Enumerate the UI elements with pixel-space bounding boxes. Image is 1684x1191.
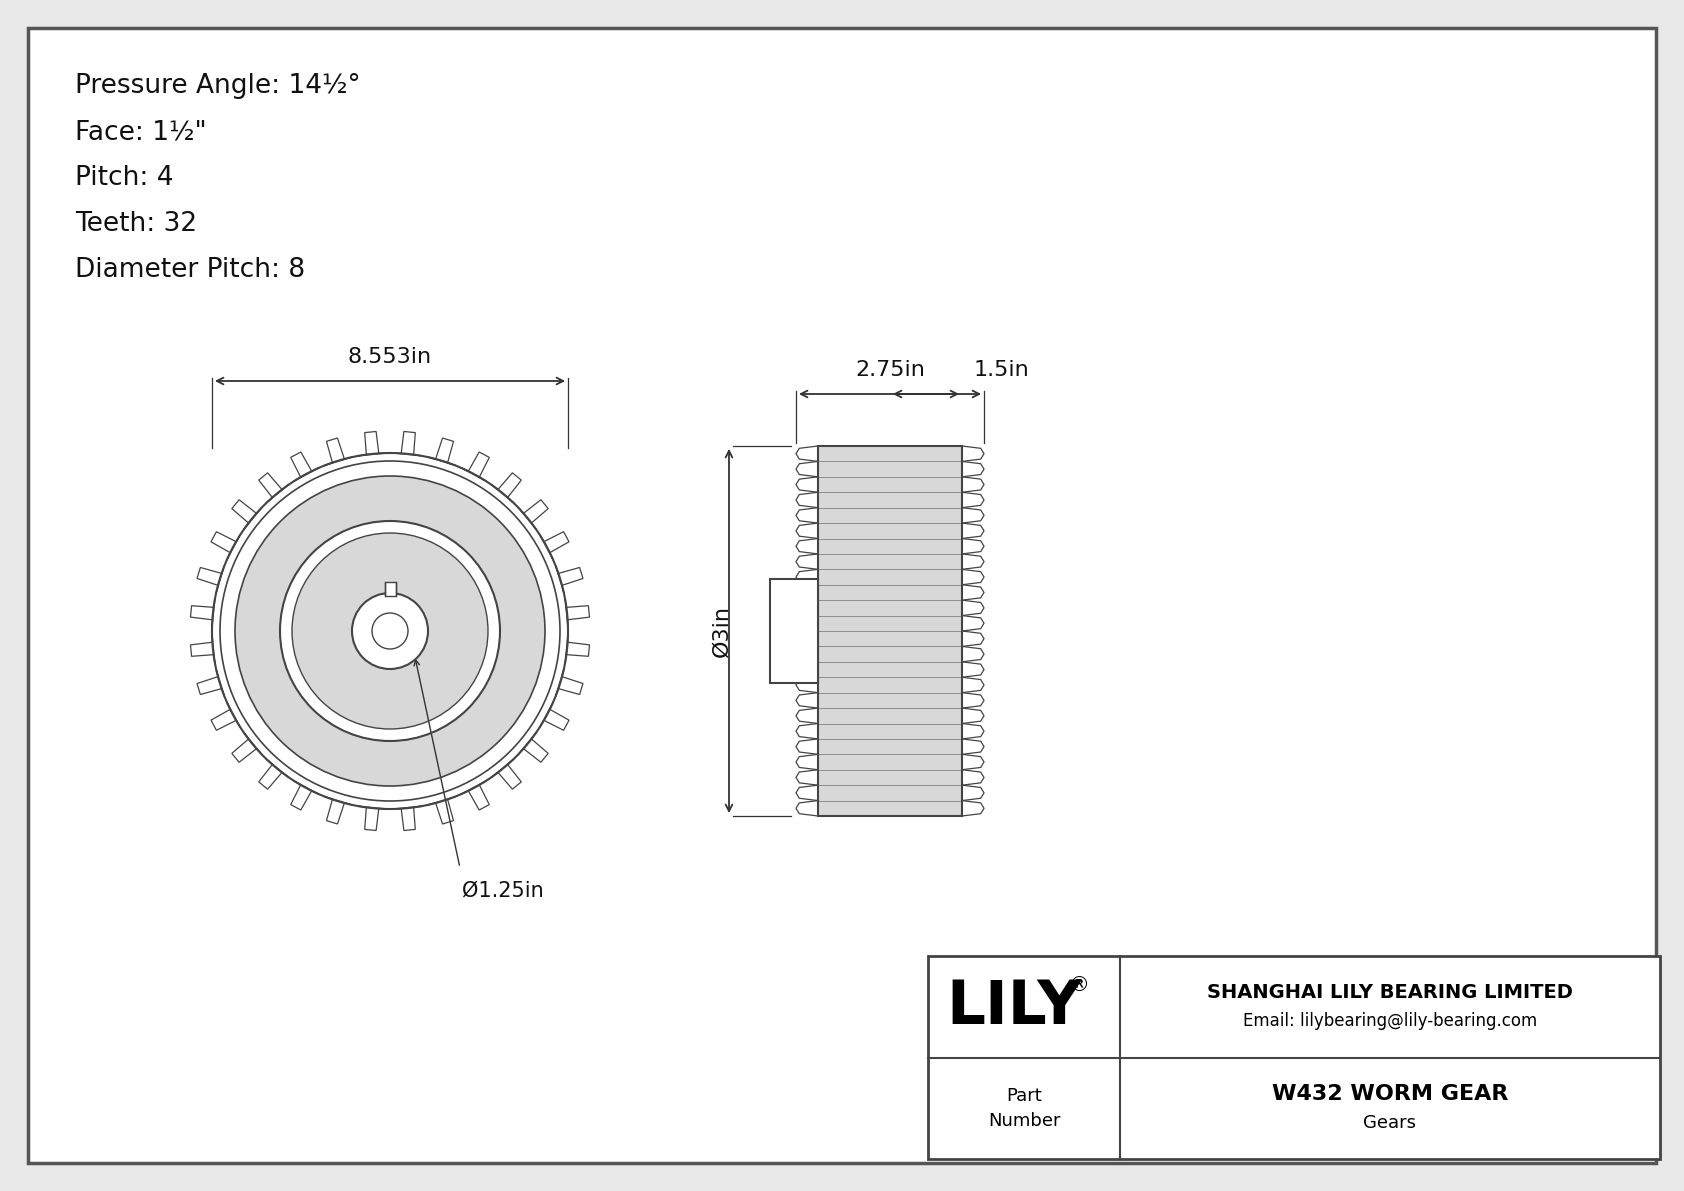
Circle shape xyxy=(352,593,428,669)
Polygon shape xyxy=(461,780,490,810)
Circle shape xyxy=(236,476,546,786)
Text: W432 WORM GEAR: W432 WORM GEAR xyxy=(1271,1085,1509,1104)
Circle shape xyxy=(1199,1002,1212,1016)
Polygon shape xyxy=(428,438,456,466)
Circle shape xyxy=(1278,961,1292,975)
Polygon shape xyxy=(210,531,241,561)
Polygon shape xyxy=(566,634,589,663)
Polygon shape xyxy=(232,732,263,762)
Polygon shape xyxy=(359,431,387,456)
Circle shape xyxy=(1234,973,1248,986)
Circle shape xyxy=(291,534,488,729)
Polygon shape xyxy=(197,566,224,593)
Polygon shape xyxy=(190,634,216,663)
Polygon shape xyxy=(539,701,569,730)
Circle shape xyxy=(1229,1043,1243,1058)
Polygon shape xyxy=(428,797,456,824)
Polygon shape xyxy=(197,668,224,697)
Text: SHANGHAI LILY BEARING LIMITED: SHANGHAI LILY BEARING LIMITED xyxy=(1207,984,1573,1003)
Bar xyxy=(384,582,396,596)
Circle shape xyxy=(1378,967,1391,981)
Text: Email: lilybearing@lily-bearing.com: Email: lilybearing@lily-bearing.com xyxy=(1243,1012,1537,1030)
Polygon shape xyxy=(259,759,290,790)
Circle shape xyxy=(1271,1055,1287,1070)
Text: 8.553in: 8.553in xyxy=(349,347,433,367)
Ellipse shape xyxy=(1233,977,1391,1047)
Text: Pitch: 4: Pitch: 4 xyxy=(76,166,173,191)
Polygon shape xyxy=(291,451,320,481)
Circle shape xyxy=(1329,960,1344,973)
Ellipse shape xyxy=(1211,967,1430,1066)
Polygon shape xyxy=(325,438,352,466)
Text: LILY: LILY xyxy=(946,978,1081,1036)
Polygon shape xyxy=(210,701,241,730)
Polygon shape xyxy=(259,473,290,504)
Circle shape xyxy=(1423,993,1436,1008)
Polygon shape xyxy=(556,668,583,697)
Bar xyxy=(928,956,1660,1159)
Circle shape xyxy=(1426,1016,1442,1030)
Bar xyxy=(818,445,962,816)
Circle shape xyxy=(280,520,500,741)
Polygon shape xyxy=(517,732,549,762)
Circle shape xyxy=(1322,1059,1337,1073)
Circle shape xyxy=(1347,1056,1362,1071)
Circle shape xyxy=(1204,1024,1218,1039)
Text: ®: ® xyxy=(1069,975,1090,994)
Circle shape xyxy=(1396,974,1411,989)
Polygon shape xyxy=(232,500,263,530)
Polygon shape xyxy=(325,797,352,824)
Polygon shape xyxy=(556,566,583,593)
Circle shape xyxy=(1354,962,1367,977)
Circle shape xyxy=(1214,1035,1228,1048)
Polygon shape xyxy=(566,599,589,629)
Circle shape xyxy=(1255,966,1268,980)
Polygon shape xyxy=(392,431,423,456)
Circle shape xyxy=(1420,1027,1435,1041)
Text: 1.5in: 1.5in xyxy=(973,360,1029,380)
Circle shape xyxy=(1303,959,1317,973)
Polygon shape xyxy=(517,500,549,530)
FancyBboxPatch shape xyxy=(1374,1008,1411,1024)
Text: 2.75in: 2.75in xyxy=(855,360,925,380)
Circle shape xyxy=(1250,1050,1263,1065)
Polygon shape xyxy=(190,599,216,629)
Ellipse shape xyxy=(1297,1006,1324,1021)
Polygon shape xyxy=(359,806,387,830)
Circle shape xyxy=(1413,984,1426,998)
Bar xyxy=(818,445,962,816)
Polygon shape xyxy=(291,780,320,810)
Circle shape xyxy=(1371,1052,1386,1066)
Circle shape xyxy=(1408,1037,1423,1050)
Text: Part
Number: Part Number xyxy=(989,1087,1061,1130)
Text: Diameter Pitch: 8: Diameter Pitch: 8 xyxy=(76,257,305,283)
Ellipse shape xyxy=(1273,996,1347,1033)
Circle shape xyxy=(1428,1005,1442,1018)
Polygon shape xyxy=(461,451,490,481)
Text: Ø1.25in: Ø1.25in xyxy=(461,881,544,902)
Text: Ø3in: Ø3in xyxy=(711,605,731,657)
Bar xyxy=(770,579,818,682)
Circle shape xyxy=(1393,1046,1406,1059)
Polygon shape xyxy=(539,531,569,561)
Text: Teeth: 32: Teeth: 32 xyxy=(76,211,197,237)
Text: Gears: Gears xyxy=(1364,1114,1416,1131)
Polygon shape xyxy=(492,759,522,790)
Circle shape xyxy=(1218,981,1231,996)
Circle shape xyxy=(1199,1014,1212,1027)
Circle shape xyxy=(1297,1059,1310,1073)
Text: Face: 1½": Face: 1½" xyxy=(76,119,207,145)
Polygon shape xyxy=(492,473,522,504)
Text: Pressure Angle: 14½°: Pressure Angle: 14½° xyxy=(76,73,360,99)
Circle shape xyxy=(1206,991,1219,1005)
Polygon shape xyxy=(392,806,423,830)
